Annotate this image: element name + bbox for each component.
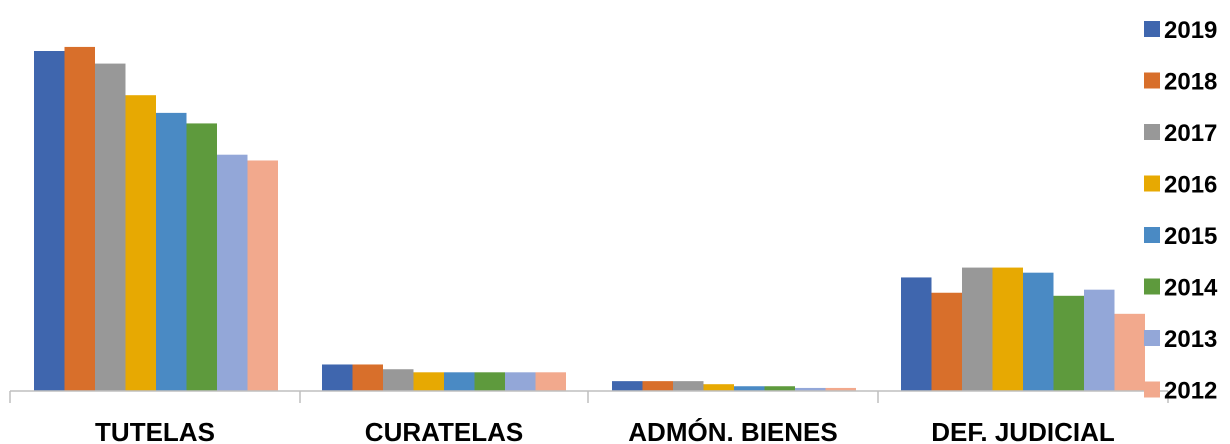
bar-tutelas-2018 [64, 46, 95, 392]
legend-label-2015: 2015 [1164, 223, 1217, 250]
bar-def-judicial-2018 [931, 292, 962, 391]
bar-curatelas-2012 [535, 372, 566, 391]
bar-tutelas-2019 [34, 51, 65, 391]
category-label-tutelas: TUTELAS [95, 417, 215, 444]
bar-tutelas-2015 [156, 112, 187, 391]
legend-swatch-2016 [1144, 175, 1160, 192]
bar-curatelas-2017 [383, 369, 414, 391]
bar-admon-bienes-2019 [612, 381, 643, 391]
bar-def-judicial-2016 [992, 267, 1023, 391]
category-label-admon-bienes: ADMÓN. BIENES [628, 417, 837, 444]
bar-curatelas-2016 [413, 372, 444, 391]
bar-curatelas-2014 [474, 372, 505, 391]
legend-swatch-2019 [1144, 21, 1160, 37]
bar-def-judicial-2014 [1053, 295, 1084, 391]
bar-admon-bienes-2015 [734, 386, 765, 391]
legend-swatch-2012 [1144, 381, 1160, 398]
bar-tutelas-2014 [186, 123, 217, 392]
bar-curatelas-2013 [505, 372, 536, 391]
legend-label-2014: 2014 [1164, 275, 1218, 302]
bar-def-judicial-2015 [1023, 272, 1054, 391]
bar-tutelas-2012 [247, 160, 278, 391]
bar-curatelas-2019 [322, 364, 353, 391]
bar-admon-bienes-2012 [825, 387, 856, 391]
bar-tutelas-2017 [95, 63, 126, 391]
bar-admon-bienes-2018 [642, 381, 673, 391]
legend-label-2016: 2016 [1164, 172, 1217, 199]
bar-tutelas-2016 [125, 95, 156, 391]
legend-label-2019: 2019 [1164, 17, 1217, 44]
legend-swatch-2017 [1144, 124, 1160, 140]
category-label-curatelas: CURATELAS [365, 417, 523, 444]
x-axis [9, 390, 1169, 403]
legend-label-2012: 2012 [1164, 378, 1217, 405]
bar-curatelas-2018 [352, 364, 383, 391]
bar-admon-bienes-2017 [673, 381, 704, 391]
legend-swatch-2013 [1144, 330, 1160, 346]
bar-admon-bienes-2016 [703, 384, 734, 391]
legend: 2019 2018 2017 2016 2015 2014 2013 2012 [1144, 17, 1218, 405]
legend-label-2017: 2017 [1164, 120, 1217, 147]
bar-def-judicial-2013 [1084, 289, 1115, 391]
category-label-def-judicial: DEF. JUDICIAL [931, 417, 1115, 444]
legend-swatch-2015 [1144, 227, 1160, 243]
bar-curatelas-2015 [444, 372, 475, 391]
category-labels: TUTELAS CURATELAS ADMÓN. BIENES DEF. JUDICI… [95, 417, 1115, 444]
bar-tutelas-2013 [217, 154, 248, 391]
legend-swatch-2014 [1144, 278, 1160, 295]
bar-def-judicial-2017 [962, 267, 993, 391]
bar-def-judicial-2012 [1114, 313, 1145, 391]
legend-label-2018: 2018 [1164, 69, 1217, 96]
bars-layer [34, 46, 1145, 392]
bar-admon-bienes-2014 [764, 386, 795, 391]
legend-label-2013: 2013 [1164, 326, 1217, 353]
bar-def-judicial-2019 [901, 277, 932, 391]
legend-swatch-2018 [1144, 72, 1160, 89]
bar-admon-bienes-2013 [795, 387, 826, 391]
